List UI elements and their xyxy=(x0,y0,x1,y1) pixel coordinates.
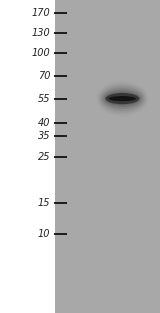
Ellipse shape xyxy=(106,93,139,104)
Text: 170: 170 xyxy=(32,8,50,18)
Text: 40: 40 xyxy=(38,118,50,128)
Polygon shape xyxy=(55,0,160,313)
Text: 130: 130 xyxy=(32,28,50,38)
Ellipse shape xyxy=(101,86,144,111)
Ellipse shape xyxy=(102,88,143,109)
Polygon shape xyxy=(0,0,55,313)
Ellipse shape xyxy=(105,92,140,105)
Text: 35: 35 xyxy=(38,131,50,141)
Text: 100: 100 xyxy=(32,48,50,58)
Ellipse shape xyxy=(109,96,136,101)
Text: 25: 25 xyxy=(38,152,50,162)
Text: 70: 70 xyxy=(38,71,50,81)
Text: 15: 15 xyxy=(38,198,50,208)
Text: 10: 10 xyxy=(38,229,50,239)
Ellipse shape xyxy=(99,85,146,113)
Text: 55: 55 xyxy=(38,94,50,104)
Ellipse shape xyxy=(104,90,141,107)
